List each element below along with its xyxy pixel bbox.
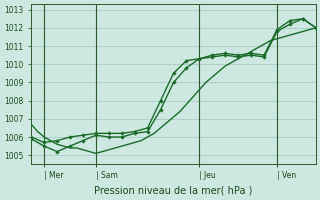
Text: | Ven: | Ven (277, 171, 296, 180)
Text: | Mer: | Mer (44, 171, 64, 180)
Text: | Jeu: | Jeu (199, 171, 216, 180)
Text: | Sam: | Sam (96, 171, 118, 180)
X-axis label: Pression niveau de la mer( hPa ): Pression niveau de la mer( hPa ) (94, 186, 253, 196)
